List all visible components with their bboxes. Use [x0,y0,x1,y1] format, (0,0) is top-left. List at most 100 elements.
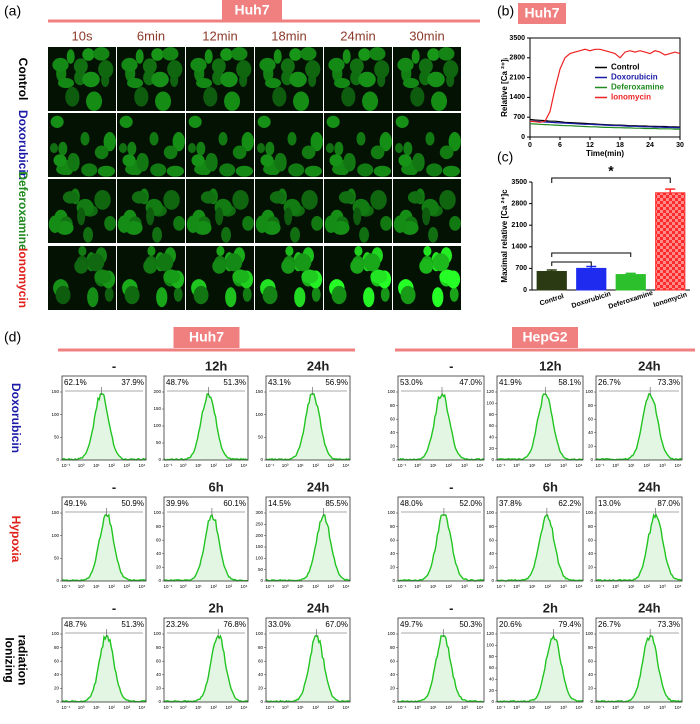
left-percentage: 62.1% [64,378,87,387]
cell [81,163,98,177]
y-tick-label: 0 [491,699,494,704]
x-tick-label: 30 [676,142,684,149]
cell [398,154,412,167]
column-label: 18min [271,28,306,43]
cell [273,49,282,64]
histogram-area [266,394,350,460]
cell [48,215,62,233]
histogram-area [596,515,682,581]
cell [407,191,424,204]
x-tick-label: 10⁰ [180,705,187,710]
column-header: 6h [543,479,558,494]
x-tick-label: 10³ [560,463,567,468]
x-tick-label: 10¹ [430,463,437,468]
cell [439,269,457,284]
y-tick-label: 0 [56,578,59,583]
cell [155,91,172,111]
error-bar [586,265,597,269]
y-tick-label: 60 [390,537,396,542]
y-tick-label: 40 [390,672,396,677]
cell [221,227,231,243]
x-tick-label: 10⁰ [180,584,187,589]
micrograph [324,179,392,243]
x-tick-label: 10⁴ [675,463,682,468]
cell [403,78,420,89]
y-tick-label: 40 [588,672,594,677]
cell [373,165,391,177]
column-header: - [112,479,116,494]
y-tick-label: 100 [585,510,593,515]
cell [104,216,116,231]
micrograph [186,47,254,111]
y-tick-label: 100 [255,412,263,417]
y-tick-label: 80 [156,524,162,529]
x-tick-label: 0 [528,142,532,149]
bar [576,267,607,291]
y-tick-label: 20 [489,688,495,693]
histogram: 0 20 40 60 80 100 10⁻¹ 10⁰ 10¹ 10² 10³ 10⁴ 39.9% 60.1… [153,496,249,589]
y-tick-label: 50 [54,435,60,440]
cell [432,253,450,272]
cell [151,71,169,88]
histogram-area [596,636,682,702]
micrograph [255,179,323,243]
y-tick-label: 3500 [511,179,527,186]
histogram: 0 20 40 60 80 100 10⁻¹ 10⁰ 10¹ 10² 10³ 10⁴ 48.7% 51.3… [51,617,147,710]
y-tick-label: 50 [258,567,264,572]
left-percentage: 48.7% [166,378,189,387]
y-tick-label: 3500 [509,35,525,42]
x-tick-label: 10⁰ [612,584,619,589]
cell [289,48,302,61]
column-header: 12h [539,358,561,373]
bar [615,274,646,291]
cell [431,91,448,111]
histogram-area [497,394,583,460]
y-tick-label: 40 [390,551,396,556]
cell [173,216,185,231]
cell [172,132,185,152]
y-tick-label: 2800 [511,200,527,207]
histogram-area [398,515,484,581]
y-tick-label: 0 [521,134,525,141]
x-tick-label: 10⁻¹ [398,584,407,589]
row-label: Ionizing [2,637,16,682]
y-tick-label: 80 [489,524,495,529]
plot-frame [163,617,249,703]
cell [124,285,140,305]
x-tick-label: 10⁴ [343,705,350,710]
histogram: 0 20 40 60 80 100 10⁻¹ 10⁰ 10¹ 10² 10³ 10⁴ 33.0% 67.0… [255,617,351,710]
right-percentage: 60.1% [223,499,246,508]
cell [143,258,158,274]
cell [449,216,461,231]
x-tick-label: 10⁴ [343,584,350,589]
cell [354,246,363,257]
panel-title: Huh7 [235,2,270,18]
legend-label: Control [611,63,639,72]
cell [395,115,409,128]
plot-frame [265,496,351,582]
y-tick-label: 40 [390,430,396,435]
cell [211,58,226,74]
cell [412,153,424,171]
y-tick-label: 20 [156,565,162,570]
y-tick-label: 100 [51,412,59,417]
x-tick-label: 10¹ [297,705,304,710]
x-tick-label: 10² [108,463,115,468]
y-tick-label: 1400 [511,244,527,251]
x-tick-label: 10¹ [430,705,437,710]
x-tick-label: 10⁴ [343,463,350,468]
cell [342,49,351,64]
y-axis-label: Relative [Ca ²⁺]ᵢ [500,58,509,117]
cell [288,163,305,177]
cell [304,165,322,177]
cell [147,246,156,257]
x-tick-label: 10⁴ [675,584,682,589]
x-tick-label: 10³ [226,705,233,710]
cell [163,145,178,160]
cell [58,141,68,156]
comparison-bracket [551,252,632,257]
legend-label: Ionomycin [611,93,651,102]
column-header: - [449,600,453,615]
cell [334,141,344,156]
y-tick-label: 100 [585,389,593,394]
